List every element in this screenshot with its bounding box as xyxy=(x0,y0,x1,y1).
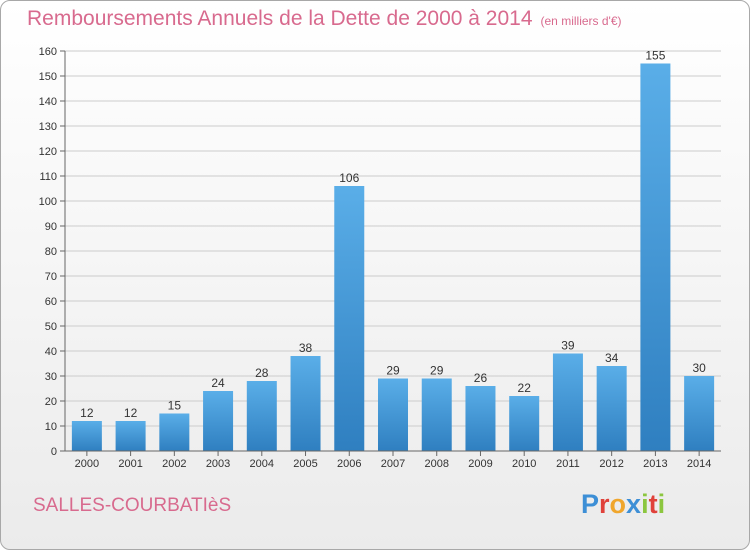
x-tick-label: 2000 xyxy=(75,458,99,470)
bar-value-label: 12 xyxy=(80,406,94,420)
x-tick-label: 2009 xyxy=(468,458,492,470)
bar xyxy=(203,391,234,451)
logo-letter: i xyxy=(641,489,649,519)
y-tick-label: 20 xyxy=(45,396,57,408)
x-tick-label: 2003 xyxy=(206,458,230,470)
bar-value-label: 155 xyxy=(645,49,665,63)
bar-value-label: 30 xyxy=(692,361,706,375)
y-tick-label: 80 xyxy=(45,246,57,258)
y-tick-label: 90 xyxy=(45,221,57,233)
y-tick-label: 30 xyxy=(45,371,57,383)
bar xyxy=(290,356,321,451)
y-tick-label: 60 xyxy=(45,296,57,308)
bar xyxy=(334,186,365,451)
proxiti-logo[interactable]: Proxiti xyxy=(581,489,665,520)
bar xyxy=(159,413,190,451)
bar xyxy=(596,366,627,451)
x-tick-label: 2001 xyxy=(118,458,142,470)
chart-subtitle: (en milliers d'€) xyxy=(540,14,622,28)
y-tick-label: 40 xyxy=(45,346,57,358)
bar-value-label: 26 xyxy=(474,371,488,385)
y-tick-label: 100 xyxy=(39,196,57,208)
x-tick-label: 2010 xyxy=(512,458,536,470)
x-tick-label: 2011 xyxy=(556,458,580,470)
logo-letter: x xyxy=(626,489,642,519)
bar xyxy=(378,378,408,451)
bar xyxy=(421,378,452,451)
logo-letter: P xyxy=(581,489,600,519)
bar xyxy=(465,386,496,451)
bar xyxy=(684,376,715,451)
x-tick-label: 2008 xyxy=(424,458,448,470)
y-tick-label: 120 xyxy=(39,146,57,158)
y-axis-ticks: 0 10 20 30 40 50 60 70 80 90 100 110 120 130 140 150 160 xyxy=(39,46,66,458)
bar xyxy=(246,381,277,451)
x-tick-label: 2005 xyxy=(293,458,317,470)
x-tick-label: 2012 xyxy=(599,458,623,470)
bar-value-label: 29 xyxy=(386,364,400,378)
bar-value-label: 29 xyxy=(430,364,444,378)
logo-letter: o xyxy=(609,489,627,519)
bar-value-label: 12 xyxy=(124,406,138,420)
logo-letter: r xyxy=(599,489,610,519)
x-tick-label: 2014 xyxy=(687,458,711,470)
bar-value-label: 38 xyxy=(299,341,313,355)
bar xyxy=(71,421,102,451)
y-tick-label: 130 xyxy=(39,121,57,133)
x-tick-label: 2002 xyxy=(162,458,186,470)
chart-title: Remboursements Annuels de la Dette de 20… xyxy=(27,7,533,30)
logo-letter: t xyxy=(648,489,658,519)
x-tick-label: 2007 xyxy=(381,458,405,470)
y-tick-label: 140 xyxy=(39,96,57,108)
bar-value-label: 24 xyxy=(211,376,225,390)
bar-value-label: 28 xyxy=(255,366,269,380)
y-tick-label: 70 xyxy=(45,271,57,283)
y-tick-label: 10 xyxy=(45,421,57,433)
bar xyxy=(509,396,540,451)
y-tick-label: 150 xyxy=(39,71,57,83)
bar-value-label: 15 xyxy=(168,399,182,413)
x-axis-ticks: 2000 2001 2002 2003 2004 2005 2006 2007 2008 2009… xyxy=(75,451,711,470)
bar-value-label: 39 xyxy=(561,339,575,353)
x-tick-label: 2006 xyxy=(337,458,361,470)
x-tick-label: 2013 xyxy=(643,458,667,470)
bars: 12 12 15 24 28 38 106 29 29 26 22 39 34 155 30 xyxy=(71,49,715,451)
bar-value-label: 22 xyxy=(518,381,532,395)
bar xyxy=(552,353,583,451)
y-tick-label: 50 xyxy=(45,321,57,333)
bar-value-label: 34 xyxy=(605,351,619,365)
y-tick-label: 110 xyxy=(39,171,57,183)
commune-name: SALLES-COURBATIèS xyxy=(33,495,232,516)
y-tick-label: 0 xyxy=(51,446,57,458)
bar-value-label: 106 xyxy=(339,171,359,185)
x-tick-label: 2004 xyxy=(250,458,274,470)
y-tick-label: 160 xyxy=(39,46,57,58)
bar xyxy=(640,63,671,451)
bar xyxy=(115,421,146,451)
title-row: Remboursements Annuels de la Dette de 20… xyxy=(27,7,622,31)
logo-letter: i xyxy=(657,489,666,519)
